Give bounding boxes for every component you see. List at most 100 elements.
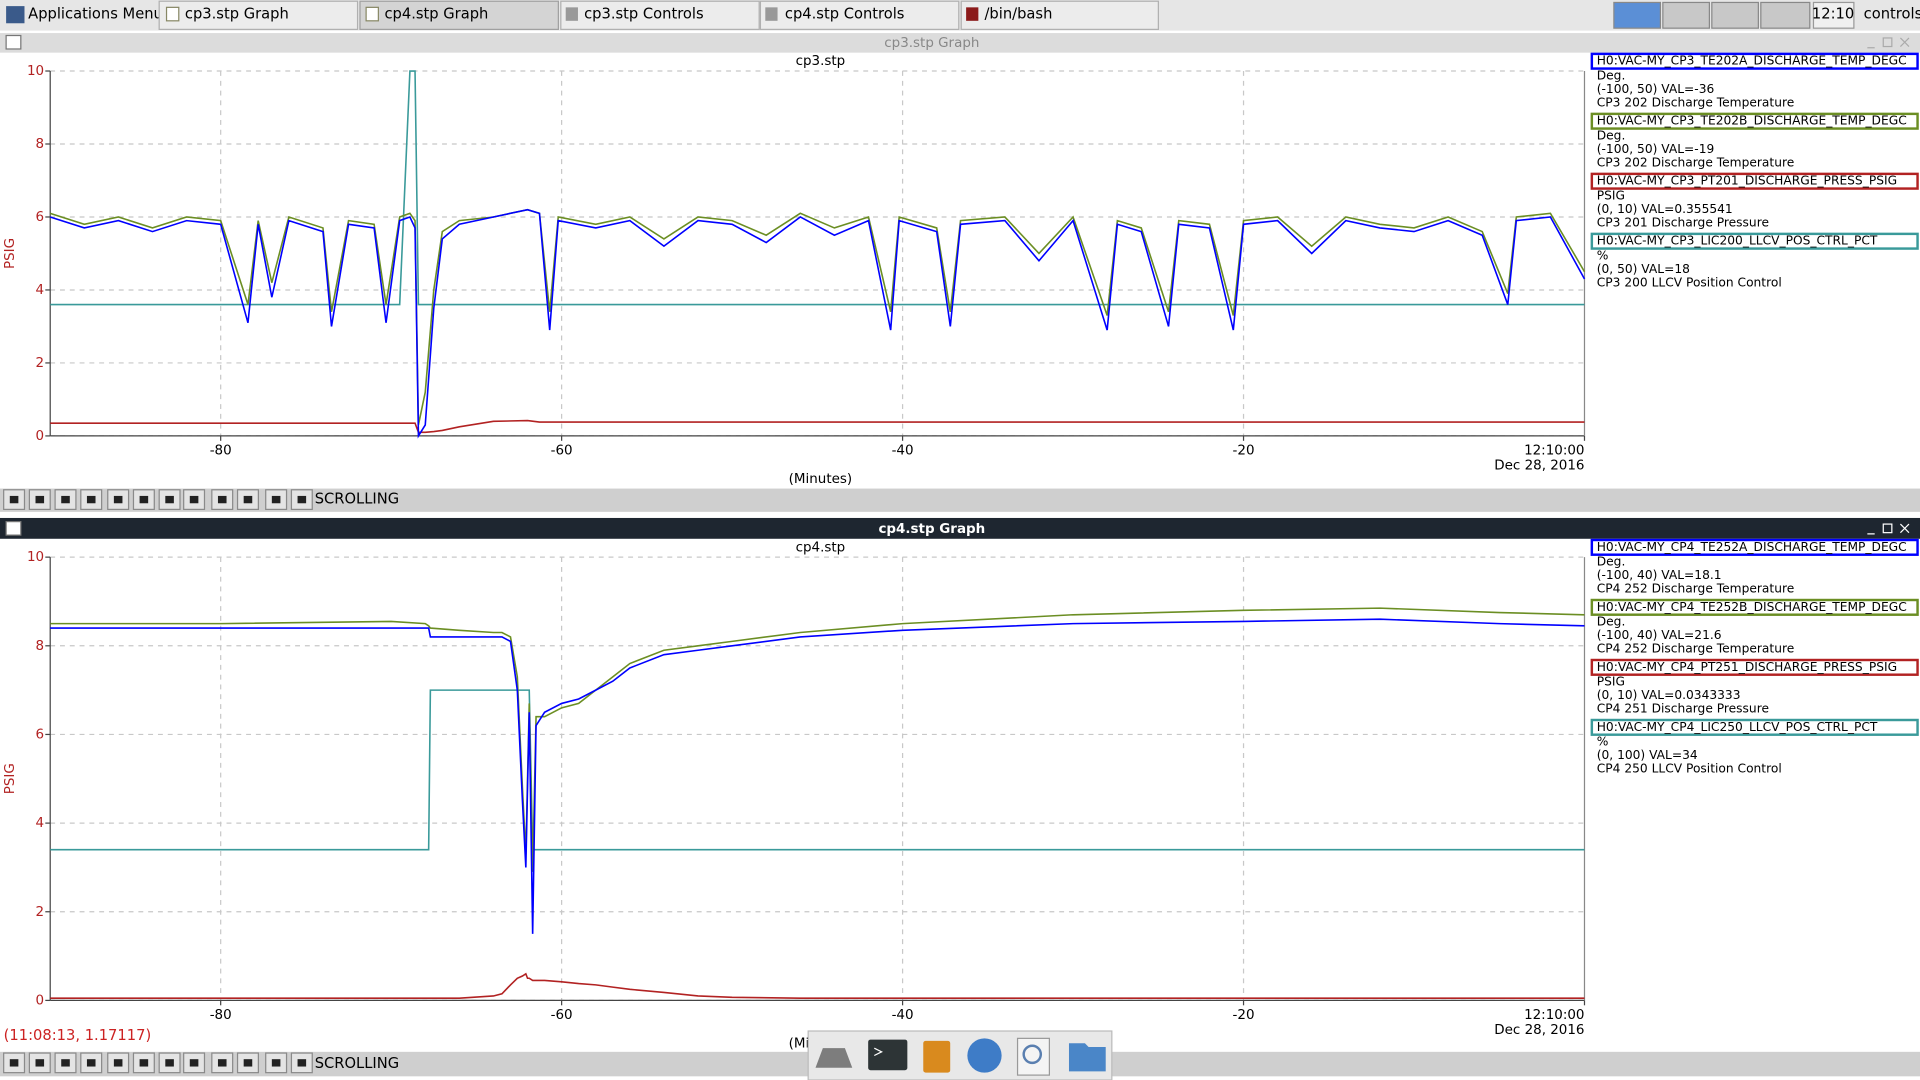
series-line	[50, 972, 1585, 999]
toolbar-glyph	[189, 1059, 199, 1067]
window-controls[interactable]	[1867, 523, 1910, 535]
search-glyph	[1022, 1044, 1043, 1065]
legend-name-box[interactable]	[1590, 52, 1919, 70]
legend-units: Deg.	[1597, 128, 1626, 142]
legend-description: CP4 252 Discharge Temperature	[1597, 581, 1794, 595]
mode-label: SCROLLING	[315, 1055, 399, 1072]
legend-info: (-100, 40) VAL=18.1	[1597, 568, 1722, 582]
toolbar-glyph	[271, 1059, 281, 1067]
task-label[interactable]: /bin/bash	[984, 6, 1052, 23]
series-line	[50, 419, 1585, 434]
legend-name-box[interactable]	[1590, 538, 1919, 556]
x-tick-label: -80	[210, 1008, 232, 1023]
legend-name-box[interactable]	[1590, 598, 1919, 616]
legend-name[interactable]: H0:VAC-MY_CP4_PT251_DISCHARGE_PRESS_PSIG	[1597, 660, 1897, 674]
apps-icon	[6, 6, 25, 24]
workspace[interactable]	[1613, 1, 1662, 29]
chart-title: cp3.stp	[796, 54, 846, 69]
legend-name-box[interactable]	[1590, 232, 1919, 250]
x-axis-label: (Minutes)	[789, 472, 852, 487]
user-menu[interactable]: controls	[1864, 6, 1920, 23]
legend-name-box[interactable]	[1590, 112, 1919, 130]
y-tick-label: 0	[36, 993, 45, 1008]
legend-name[interactable]: H0:VAC-MY_CP3_TE202A_DISCHARGE_TEMP_DEGC	[1597, 54, 1907, 68]
apps-menu[interactable]: Applications Menu	[6, 6, 163, 24]
task-label[interactable]: cp4.stp Graph	[384, 6, 488, 23]
series-line	[49, 208, 1586, 439]
task-button-bg	[158, 0, 359, 30]
task-button[interactable]: /bin/bash	[960, 0, 1159, 30]
window-titlebar	[0, 517, 1920, 539]
task-label[interactable]: cp3.stp Graph	[185, 6, 289, 23]
legend-description: CP3 201 Discharge Pressure	[1597, 215, 1769, 229]
y-axis-label: PSIG	[3, 238, 18, 269]
dock-icon-folder[interactable]	[1068, 1043, 1106, 1072]
task-button-bg	[359, 0, 559, 30]
taskbar: Applications Menu cp3.stp Graph cp4.stp …	[0, 0, 1920, 31]
x-tick-label: -20	[1233, 444, 1255, 459]
mode-label: SCROLLING	[315, 491, 399, 508]
y-tick-label: 6	[36, 210, 45, 225]
x-tick-label: -60	[551, 444, 573, 459]
toolbar-glyph	[61, 1059, 70, 1067]
toolbar-glyph	[35, 1059, 45, 1067]
legend-name[interactable]: H0:VAC-MY_CP4_TE252B_DISCHARGE_TEMP_DEGC	[1597, 600, 1907, 614]
task-button[interactable]: cp3.stp Controls	[560, 0, 760, 30]
close-button[interactable]	[1899, 523, 1910, 534]
y-tick-label: 2	[36, 356, 45, 371]
legend-info: (0, 50) VAL=18	[1597, 262, 1690, 276]
legend-name-box[interactable]	[1590, 718, 1919, 736]
toolbar-buttons	[3, 489, 313, 511]
dock-icon-terminal[interactable]	[868, 1039, 908, 1071]
workspace[interactable]	[1662, 1, 1710, 29]
task-button-bg	[960, 0, 1159, 30]
x-tick-label: -40	[892, 1008, 914, 1023]
maximize-button[interactable]	[1882, 523, 1893, 534]
toolbar-glyph	[243, 1059, 253, 1067]
task-button[interactable]: cp3.stp Graph	[158, 0, 359, 30]
workspace-switcher[interactable]	[1613, 1, 1811, 29]
toolbar-glyph	[165, 495, 174, 504]
legend-info: (0, 10) VAL=0.355541	[1597, 202, 1733, 216]
toolbar-glyph	[113, 1059, 123, 1067]
legend-name[interactable]: H0:VAC-MY_CP3_TE202B_DISCHARGE_TEMP_DEGC	[1597, 114, 1907, 128]
window-titlebar	[0, 33, 1920, 53]
task-icon	[565, 7, 578, 21]
workspace[interactable]	[1760, 1, 1811, 29]
maximize-button[interactable]	[1882, 37, 1893, 48]
toolbar-glyph	[189, 495, 199, 504]
legend-info: (-100, 50) VAL=-36	[1597, 82, 1715, 96]
apps-menu-label[interactable]: Applications Menu	[28, 6, 163, 23]
legend-description: CP4 251 Discharge Pressure	[1597, 701, 1769, 715]
toolbar-glyph	[86, 1059, 96, 1067]
window-controls[interactable]	[1867, 37, 1910, 49]
legend-name-box[interactable]	[1590, 172, 1919, 190]
toolbar-glyph	[35, 495, 45, 504]
legend-name[interactable]: H0:VAC-MY_CP3_LIC200_LLCV_POS_CTRL_PCT	[1597, 234, 1878, 248]
legend-name-box[interactable]	[1590, 658, 1919, 676]
task-button[interactable]: cp4.stp Graph	[359, 0, 559, 30]
task-label[interactable]: cp4.stp Controls	[785, 6, 905, 23]
toolbar-glyph	[297, 495, 307, 504]
window-title: cp3.stp Graph	[884, 36, 979, 51]
workspace[interactable]	[1711, 1, 1759, 29]
x-tick-label: 12:10:00	[1524, 444, 1584, 459]
series-line	[50, 607, 1585, 872]
task-label[interactable]: cp3.stp Controls	[584, 6, 704, 23]
y-axis-label: PSIG	[3, 763, 18, 794]
dock-icon-search[interactable]	[1016, 1037, 1051, 1076]
cursor-status: (11:08:13, 1.17117)	[4, 1027, 152, 1044]
dock-icon-files[interactable]	[923, 1040, 951, 1073]
legend-name[interactable]: H0:VAC-MY_CP3_PT201_DISCHARGE_PRESS_PSIG	[1597, 174, 1897, 188]
task-button[interactable]: cp4.stp Controls	[759, 0, 960, 30]
legend-units: Deg.	[1597, 68, 1626, 82]
toolbar-glyph	[297, 1059, 307, 1067]
legend-name[interactable]: H0:VAC-MY_CP4_TE252A_DISCHARGE_TEMP_DEGC	[1597, 540, 1907, 554]
legend-name[interactable]: H0:VAC-MY_CP4_LIC250_LLCV_POS_CTRL_PCT	[1597, 720, 1878, 734]
dock-icon-browser[interactable]	[967, 1038, 1002, 1073]
dock-icon-desktop[interactable]	[815, 1048, 853, 1068]
close-button[interactable]	[1899, 37, 1910, 47]
x-tick-label: -60	[551, 1008, 573, 1023]
legend-units: Deg.	[1597, 555, 1626, 569]
